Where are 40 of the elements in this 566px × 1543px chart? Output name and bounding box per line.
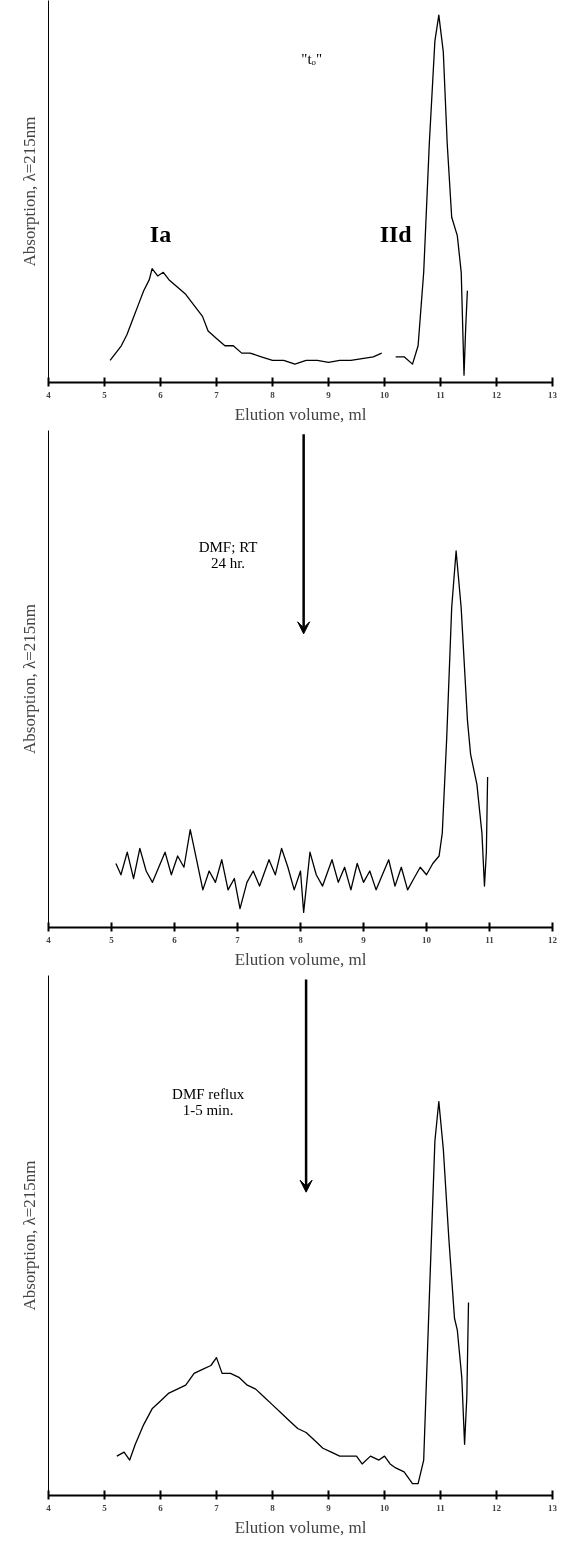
x-tick-label: 5 (102, 389, 108, 400)
x-axis-title: Elution volume, ml (234, 404, 367, 424)
x-tick-label: 6 (158, 389, 164, 400)
y-axis-title: Absorption, λ=215nm (19, 1160, 39, 1311)
x-tick-label: 13 (548, 1502, 558, 1513)
x-tick-label: 9 (361, 934, 367, 945)
annotation: DMF; RT 24 hr. (198, 538, 258, 571)
x-tick-label: 9 (326, 389, 332, 400)
x-tick-label: 12 (548, 934, 558, 945)
x-tick-label: 4 (46, 1502, 52, 1513)
annotation: Ia (149, 220, 172, 247)
x-tick-label: 11 (436, 1502, 446, 1513)
x-tick-label: 9 (326, 1502, 332, 1513)
x-tick-label: 8 (270, 389, 276, 400)
x-tick-label: 10 (422, 934, 432, 945)
x-tick-label: 6 (172, 934, 178, 945)
annotation: DMF reflux 1-5 min. (172, 1085, 245, 1118)
y-axis-title: Absorption, λ=215nm (19, 116, 39, 267)
x-tick-label: 4 (46, 934, 52, 945)
x-axis-title: Elution volume, ml (234, 1517, 367, 1537)
x-tick-label: 12 (492, 1502, 502, 1513)
x-tick-label: 13 (548, 389, 558, 400)
x-tick-label: 11 (485, 934, 495, 945)
x-tick-label: 7 (214, 389, 220, 400)
annotation: "tₒ" (301, 51, 323, 68)
x-tick-label: 12 (492, 389, 502, 400)
x-tick-label: 8 (270, 1502, 276, 1513)
x-tick-label: 6 (158, 1502, 164, 1513)
x-tick-label: 7 (235, 934, 241, 945)
x-tick-label: 4 (46, 389, 52, 400)
annotation: IId (379, 220, 413, 247)
x-axis-title: Elution volume, ml (234, 949, 367, 969)
x-tick-label: 7 (214, 1502, 220, 1513)
x-tick-label: 11 (436, 389, 446, 400)
y-axis-title: Absorption, λ=215nm (19, 603, 39, 755)
x-tick-label: 10 (380, 389, 390, 400)
x-tick-label: 5 (109, 934, 115, 945)
x-tick-label: 10 (380, 1502, 390, 1513)
x-tick-label: 5 (102, 1502, 108, 1513)
x-tick-label: 8 (298, 934, 304, 945)
